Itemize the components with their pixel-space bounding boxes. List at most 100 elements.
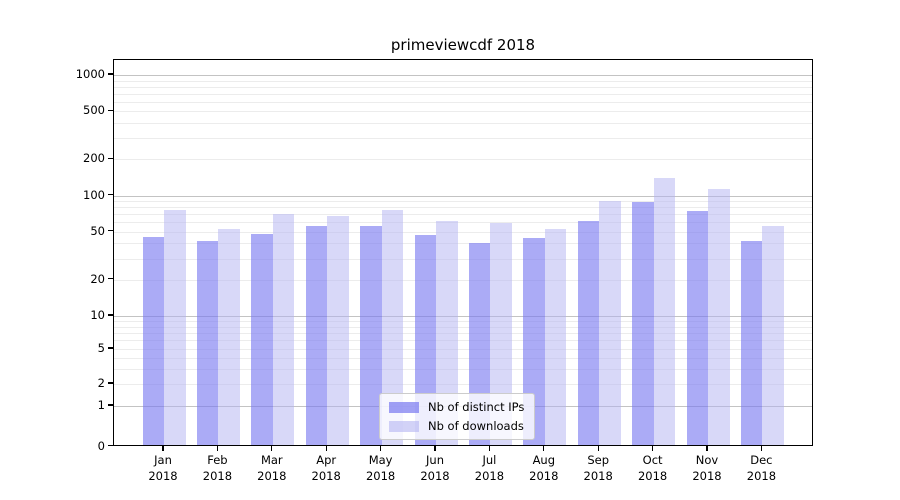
bar-downloads-nov bbox=[708, 189, 730, 445]
gridline-major bbox=[114, 75, 812, 76]
x-tick-mark bbox=[271, 445, 273, 451]
x-tick-label: Sep 2018 bbox=[583, 453, 613, 483]
x-tick-mark bbox=[434, 445, 436, 451]
bar-downloads-jun bbox=[436, 220, 458, 445]
gridline-minor bbox=[114, 279, 812, 281]
legend-label-distinct-ips: Nb of distinct IPs bbox=[428, 400, 525, 414]
x-tick-mark bbox=[380, 445, 382, 451]
y-tick-label: 1 bbox=[97, 398, 105, 412]
legend-label-downloads: Nb of downloads bbox=[428, 419, 524, 433]
y-tick-label: 0 bbox=[97, 438, 105, 453]
gridline-minor bbox=[114, 93, 812, 95]
bar-ips-feb bbox=[196, 240, 219, 445]
gridline-minor bbox=[114, 231, 812, 233]
bar-downloads-feb bbox=[218, 229, 240, 445]
x-tick-label: Jun 2018 bbox=[420, 453, 450, 483]
x-tick-label: Mar 2018 bbox=[257, 453, 287, 483]
bar-downloads-mar bbox=[272, 214, 295, 445]
y-tick-label: 10 bbox=[90, 308, 105, 322]
gridline-minor bbox=[114, 101, 812, 103]
gridline-minor bbox=[114, 159, 812, 161]
y-tick-mark bbox=[108, 278, 113, 280]
x-tick-mark bbox=[216, 445, 218, 451]
bar-ips-oct bbox=[632, 201, 654, 445]
bar-downloads-jul bbox=[490, 222, 512, 445]
legend: Nb of distinct IPs Nb of downloads bbox=[379, 393, 536, 440]
bar-downloads-dec bbox=[762, 226, 784, 445]
gridline-minor bbox=[114, 368, 812, 370]
gridline-minor bbox=[114, 326, 812, 328]
x-tick-mark bbox=[325, 445, 327, 451]
gridline-minor bbox=[114, 384, 812, 385]
y-tick-label: 50 bbox=[90, 223, 105, 238]
bar-ips-jun bbox=[414, 234, 436, 445]
legend-row-distinct-ips: Nb of distinct IPs bbox=[389, 400, 524, 414]
bar-downloads-aug bbox=[544, 229, 567, 445]
x-tick-mark bbox=[760, 445, 762, 451]
y-tick-mark bbox=[108, 444, 113, 447]
gridline-minor bbox=[114, 340, 812, 342]
y-tick-label: 100 bbox=[83, 187, 105, 202]
x-tick-mark bbox=[543, 445, 545, 451]
x-tick-label: Jul 2018 bbox=[474, 453, 505, 483]
x-tick-mark bbox=[597, 445, 599, 451]
bar-ips-nov bbox=[686, 211, 708, 445]
y-tick-label: 200 bbox=[83, 151, 105, 166]
y-tick-label: 2 bbox=[97, 376, 105, 390]
gridline-minor bbox=[114, 332, 812, 334]
bar-ips-apr bbox=[305, 226, 328, 445]
y-tick-mark bbox=[108, 73, 113, 75]
y-tick-mark bbox=[108, 193, 113, 196]
y-tick-mark bbox=[108, 230, 113, 232]
bar-ips-dec bbox=[740, 240, 763, 445]
x-tick-label: Dec 2018 bbox=[746, 453, 777, 483]
y-tick-label: 5 bbox=[97, 341, 105, 355]
bar-downloads-apr bbox=[327, 215, 349, 445]
x-tick-label: Nov 2018 bbox=[692, 453, 722, 483]
y-tick-mark bbox=[108, 314, 113, 316]
gridline-minor bbox=[114, 111, 812, 113]
bar-downloads-oct bbox=[653, 178, 676, 445]
bar-ips-mar bbox=[251, 233, 273, 445]
x-tick-label: May 2018 bbox=[365, 453, 396, 483]
x-tick-mark bbox=[488, 445, 490, 451]
bar-ips-may bbox=[360, 226, 382, 445]
gridline-minor bbox=[114, 207, 812, 209]
bar-downloads-jan bbox=[164, 210, 186, 445]
gridline-minor bbox=[114, 243, 812, 245]
y-tick-mark bbox=[108, 157, 113, 159]
gridline-minor bbox=[114, 321, 812, 323]
y-tick-label: 20 bbox=[90, 271, 105, 286]
bar-downloads-sep bbox=[599, 200, 621, 445]
bar-ips-sep bbox=[577, 220, 600, 445]
y-tick-mark bbox=[108, 109, 113, 111]
x-tick-mark bbox=[652, 445, 654, 451]
x-tick-label: Jan 2018 bbox=[148, 453, 178, 483]
x-tick-mark bbox=[162, 445, 164, 451]
y-tick-mark bbox=[108, 347, 113, 349]
x-tick-label: Oct 2018 bbox=[637, 453, 668, 483]
chart-title: primeviewcdf 2018 bbox=[390, 36, 536, 54]
y-tick-mark bbox=[108, 404, 113, 406]
y-tick-label: 500 bbox=[83, 103, 105, 118]
gridline-minor bbox=[114, 258, 812, 260]
plot-area: Nb of distinct IPs Nb of downloads bbox=[113, 59, 813, 446]
gridline-minor bbox=[114, 86, 812, 88]
legend-swatch-distinct-ips-icon bbox=[389, 401, 419, 413]
x-tick-label: Aug 2018 bbox=[529, 453, 559, 483]
y-tick-mark bbox=[108, 382, 113, 384]
gridline-minor bbox=[114, 222, 812, 224]
gridline-minor bbox=[114, 349, 812, 350]
x-tick-mark bbox=[706, 445, 708, 451]
gridline-minor bbox=[114, 201, 812, 202]
bar-ips-jan bbox=[142, 236, 164, 445]
y-tick-label: 1000 bbox=[75, 67, 105, 81]
gridline-minor bbox=[114, 357, 812, 359]
x-tick-label: Apr 2018 bbox=[311, 453, 341, 483]
gridline-minor bbox=[114, 138, 812, 139]
gridline-minor bbox=[114, 80, 812, 82]
gridline-minor bbox=[114, 214, 812, 216]
gridline-major bbox=[114, 195, 812, 197]
gridline-major bbox=[114, 316, 812, 317]
